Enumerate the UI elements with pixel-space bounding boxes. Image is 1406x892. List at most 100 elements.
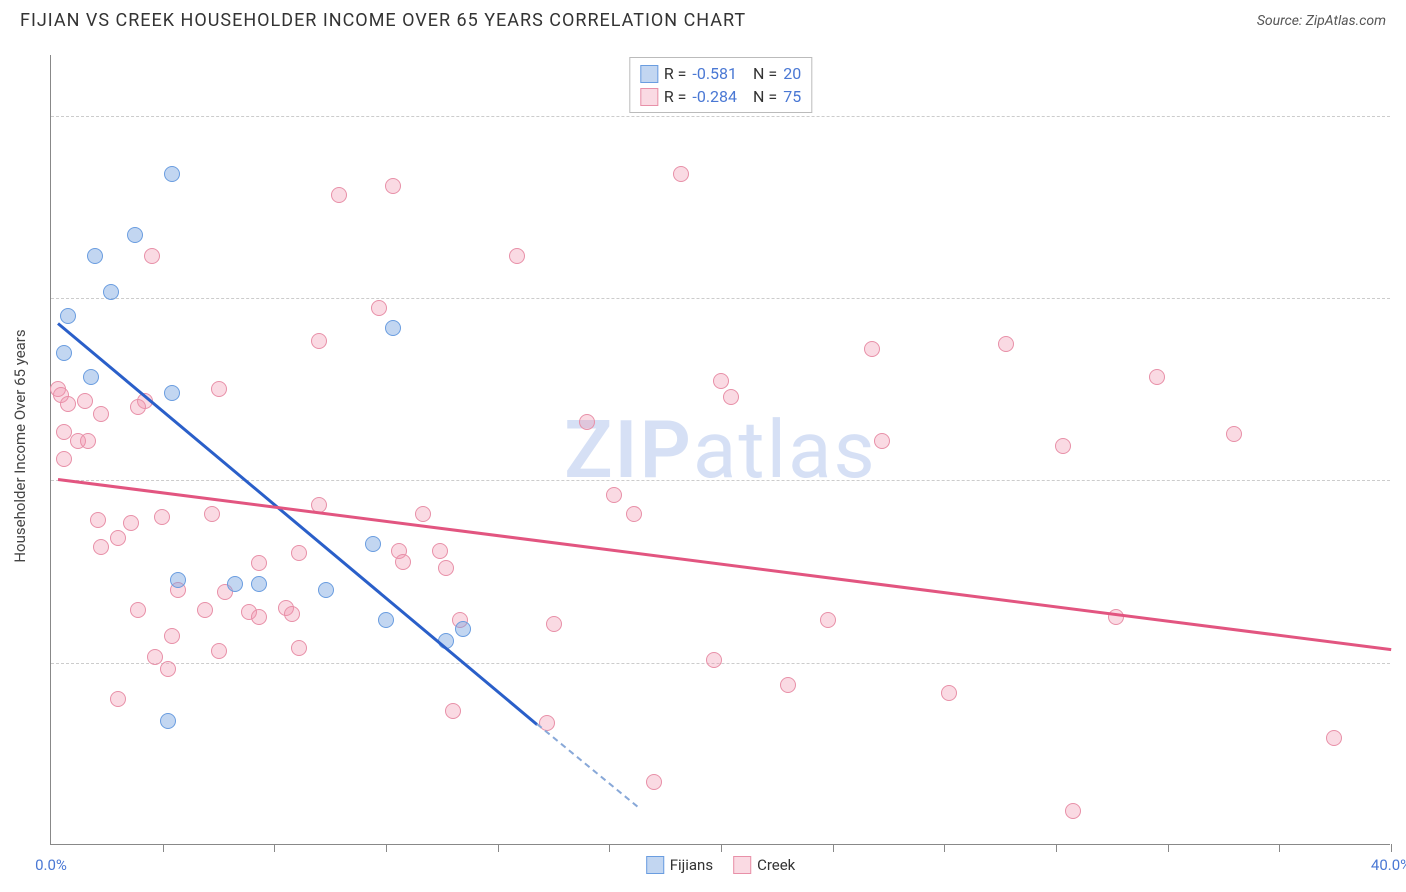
point-creek bbox=[291, 640, 307, 656]
x-tick bbox=[498, 844, 499, 852]
point-creek bbox=[93, 539, 109, 555]
point-creek bbox=[93, 406, 109, 422]
legend-item: Creek bbox=[733, 856, 795, 874]
point-creek bbox=[780, 677, 796, 693]
point-creek bbox=[874, 433, 890, 449]
legend-label: Fijians bbox=[670, 856, 713, 874]
x-tick bbox=[163, 844, 164, 852]
point-creek bbox=[723, 389, 739, 405]
x-tick bbox=[721, 844, 722, 852]
point-creek bbox=[284, 606, 300, 622]
x-tick bbox=[609, 844, 610, 852]
point-creek bbox=[820, 612, 836, 628]
chart-plot-area: ZIPatlas R = -0.581N = 20R = -0.284N = 7… bbox=[50, 55, 1390, 845]
point-creek bbox=[998, 336, 1014, 352]
point-creek bbox=[197, 602, 213, 618]
gridline-h bbox=[51, 298, 1390, 299]
y-tick-label: $65,000 bbox=[1395, 289, 1406, 307]
x-tick-label: 40.0% bbox=[1371, 856, 1406, 874]
y-tick-label: $50,000 bbox=[1395, 471, 1406, 489]
point-creek bbox=[56, 451, 72, 467]
legend-swatch bbox=[640, 88, 658, 106]
point-creek bbox=[941, 685, 957, 701]
legend-correlation-box: R = -0.581N = 20R = -0.284N = 75 bbox=[629, 57, 812, 113]
x-tick bbox=[944, 844, 945, 852]
point-fijian bbox=[164, 166, 180, 182]
point-creek bbox=[110, 530, 126, 546]
legend-label: Creek bbox=[757, 856, 795, 874]
point-creek bbox=[147, 649, 163, 665]
point-fijian bbox=[103, 284, 119, 300]
point-creek bbox=[291, 545, 307, 561]
point-fijian bbox=[170, 572, 186, 588]
point-fijian bbox=[318, 582, 334, 598]
point-creek bbox=[371, 300, 387, 316]
point-creek bbox=[80, 433, 96, 449]
x-tick bbox=[1056, 844, 1057, 852]
trendline-fijian-dash bbox=[536, 724, 638, 808]
y-axis-title: Householder Income Over 65 years bbox=[11, 329, 29, 562]
point-creek bbox=[144, 248, 160, 264]
point-creek bbox=[606, 487, 622, 503]
point-creek bbox=[706, 652, 722, 668]
point-creek bbox=[415, 506, 431, 522]
point-creek bbox=[211, 381, 227, 397]
watermark: ZIPatlas bbox=[564, 403, 877, 497]
point-fijian bbox=[251, 576, 267, 592]
point-creek bbox=[90, 512, 106, 528]
y-tick-label: $80,000 bbox=[1395, 107, 1406, 125]
point-creek bbox=[1226, 426, 1242, 442]
point-creek bbox=[251, 609, 267, 625]
legend-series: Fijians Creek bbox=[646, 856, 796, 874]
point-creek bbox=[123, 515, 139, 531]
gridline-h bbox=[51, 116, 1390, 117]
point-creek bbox=[395, 554, 411, 570]
point-creek bbox=[713, 373, 729, 389]
point-creek bbox=[579, 414, 595, 430]
point-creek bbox=[646, 774, 662, 790]
point-fijian bbox=[455, 621, 471, 637]
point-creek bbox=[110, 691, 126, 707]
point-creek bbox=[438, 560, 454, 576]
point-creek bbox=[60, 396, 76, 412]
point-fijian bbox=[365, 536, 381, 552]
x-tick bbox=[1279, 844, 1280, 852]
y-tick-label: $35,000 bbox=[1395, 654, 1406, 672]
point-fijian bbox=[56, 345, 72, 361]
point-creek bbox=[211, 643, 227, 659]
point-creek bbox=[77, 393, 93, 409]
point-fijian bbox=[83, 369, 99, 385]
source-label: Source: ZipAtlas.com bbox=[1257, 13, 1386, 29]
x-tick bbox=[1391, 844, 1392, 852]
point-creek bbox=[130, 399, 146, 415]
point-fijian bbox=[160, 713, 176, 729]
point-creek bbox=[164, 628, 180, 644]
point-creek bbox=[445, 703, 461, 719]
point-creek bbox=[546, 616, 562, 632]
point-fijian bbox=[164, 385, 180, 401]
point-creek bbox=[385, 178, 401, 194]
point-fijian bbox=[385, 320, 401, 336]
point-creek bbox=[1065, 803, 1081, 819]
x-tick bbox=[833, 844, 834, 852]
x-tick bbox=[386, 844, 387, 852]
point-creek bbox=[204, 506, 220, 522]
point-creek bbox=[1149, 369, 1165, 385]
gridline-h bbox=[51, 480, 1390, 481]
x-tick bbox=[1168, 844, 1169, 852]
x-tick-label: 0.0% bbox=[35, 856, 67, 874]
legend-swatch bbox=[640, 65, 658, 83]
point-creek bbox=[1326, 730, 1342, 746]
legend-swatch bbox=[646, 856, 664, 874]
chart-title: FIJIAN VS CREEK HOUSEHOLDER INCOME OVER … bbox=[20, 10, 746, 31]
legend-correlation-row: R = -0.581N = 20 bbox=[640, 62, 801, 85]
point-creek bbox=[130, 602, 146, 618]
point-creek bbox=[311, 333, 327, 349]
point-creek bbox=[1055, 438, 1071, 454]
point-creek bbox=[673, 166, 689, 182]
legend-correlation-row: R = -0.284N = 75 bbox=[640, 85, 801, 108]
point-fijian bbox=[87, 248, 103, 264]
point-creek bbox=[432, 543, 448, 559]
legend-swatch bbox=[733, 856, 751, 874]
point-fijian bbox=[60, 308, 76, 324]
